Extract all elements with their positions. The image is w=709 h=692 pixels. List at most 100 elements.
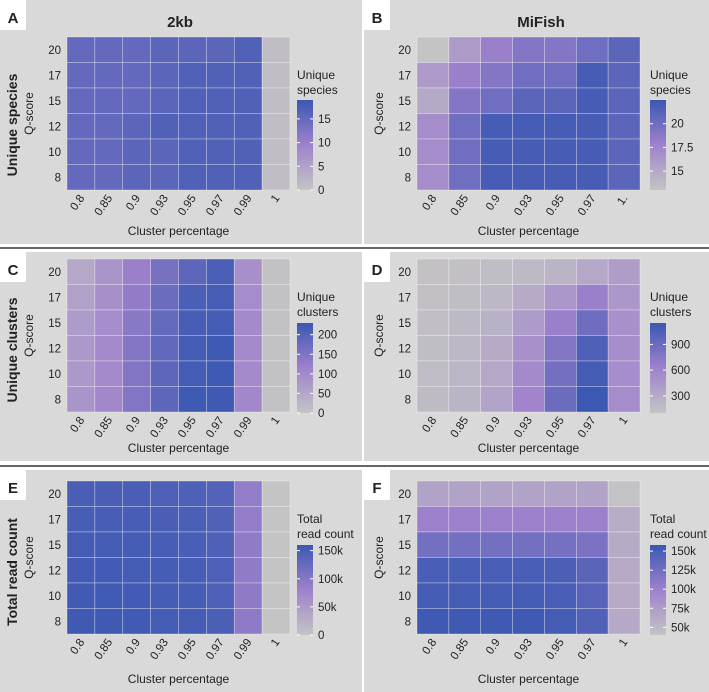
panel-b-cell [575,138,609,165]
panel-c-y-axis-label: Q-score [22,314,36,357]
panel-d-cell [575,284,609,311]
panel-b-cell [512,138,545,165]
panel-e-cell [233,480,263,507]
panel-f-legend-tick-label: 100k [671,584,696,596]
panel-e-cell [233,557,263,584]
panel-d-cell [607,335,641,362]
panel-e-cell [122,506,151,533]
panel-d-cell [416,335,450,362]
column-header-2kb: 2kb [167,14,193,31]
panel-f-cell [512,506,545,533]
panel-f-y-axis-label: Q-score [372,536,386,579]
panel-d-cell [448,258,482,285]
panel-f-cell [480,582,513,609]
panel-d-cell [544,386,577,413]
panel-c-cell [94,360,124,387]
panel-e-cell [178,480,207,507]
panel-e-y-tick-label: 17 [48,514,61,526]
panel-d-cell [480,335,513,362]
panel-e-y-tick-label: 8 [55,616,61,628]
panel-e-cell [206,531,235,558]
panel-d-cell [607,386,641,413]
panel-e-cell [178,608,207,635]
panel-b-cell [575,87,609,114]
panel-e-cell [233,506,263,533]
panel-e-cell [178,582,207,609]
panel-a-cell [66,87,96,114]
row-label-unique-species: Unique species [4,73,20,176]
panel-b-cell [575,164,609,191]
panel-f-legend-bar [650,545,666,635]
panel-d-y-tick-label: 10 [398,369,411,381]
panel-a-cell [261,87,291,114]
panel-d-cell [448,386,482,413]
panel-b-legend-title: Unique [650,68,688,82]
panel-a-cell [178,62,207,89]
panel-f-cell [607,582,641,609]
panel-a-cell [122,62,151,89]
panel-c-cell [122,309,151,336]
panel-a-cell [94,113,124,140]
panel-f-cell [416,608,450,635]
panel-c-y-tick-label: 20 [48,267,61,279]
panel-f-cell [480,557,513,584]
panel-b-cell [544,62,577,89]
panel-f-cell [575,582,609,609]
panel-d-cell [607,284,641,311]
panel-d-cell [512,284,545,311]
panel-c-letter: C [8,262,19,279]
panel-b-cell [544,113,577,140]
panel-c-legend-tick-label: 50 [318,388,331,400]
panel-b-cell [544,164,577,191]
panel-f-cell [512,557,545,584]
panel-b-cell [607,138,641,165]
panel-f-cell [416,557,450,584]
panel-b-cell [575,36,609,63]
panel-f-cell [575,480,609,507]
panel-d-legend-tick-label: 900 [671,339,690,351]
panel-c-cell [206,386,235,413]
panel-f-legend-title: read count [650,527,707,541]
panel-b-cell [480,62,513,89]
panel-c-cell [122,284,151,311]
panel-f-cell [575,557,609,584]
panel-e-cell [261,582,291,609]
panel-d-cell [448,360,482,387]
panel-b-cell [416,36,450,63]
panel-d-cell [448,335,482,362]
panel-f-y-tick-label: 15 [398,540,411,552]
panel-e-cell [206,582,235,609]
panel-e-cell [178,557,207,584]
panel-f-cell [544,608,577,635]
panel-b-cell [544,138,577,165]
panel-e-cell [94,506,124,533]
panel-e-cell [261,608,291,635]
panel-f-cell [512,608,545,635]
panel-b-legend-tick-label: 15 [671,166,684,178]
panel-c-cell [150,386,179,413]
panel-c-cell [233,335,263,362]
panel-d-letter-box [364,252,390,282]
panel-b-cell [607,87,641,114]
panel-f-y-tick-label: 10 [398,591,411,603]
panel-c-letter-box [0,252,26,282]
panel-a-cell [206,164,235,191]
panel-e-cell [66,480,96,507]
column-header-mifish: MiFish [517,14,565,31]
panel-d-letter: D [372,262,383,279]
panel-f-cell [416,531,450,558]
panel-f-cell [480,480,513,507]
panel-a-y-tick-label: 8 [55,172,61,184]
panel-d-cell [607,258,641,285]
panel-a-cell [150,87,179,114]
panel-a-cell [178,36,207,63]
panel-c-cell [233,360,263,387]
panel-b-cell [448,62,482,89]
panel-e-letter-box [0,470,26,500]
panel-f-cell [607,557,641,584]
panel-b-legend-tick-label: 20 [671,119,684,131]
panel-d-cell [607,360,641,387]
panel-a-cell [66,164,96,191]
